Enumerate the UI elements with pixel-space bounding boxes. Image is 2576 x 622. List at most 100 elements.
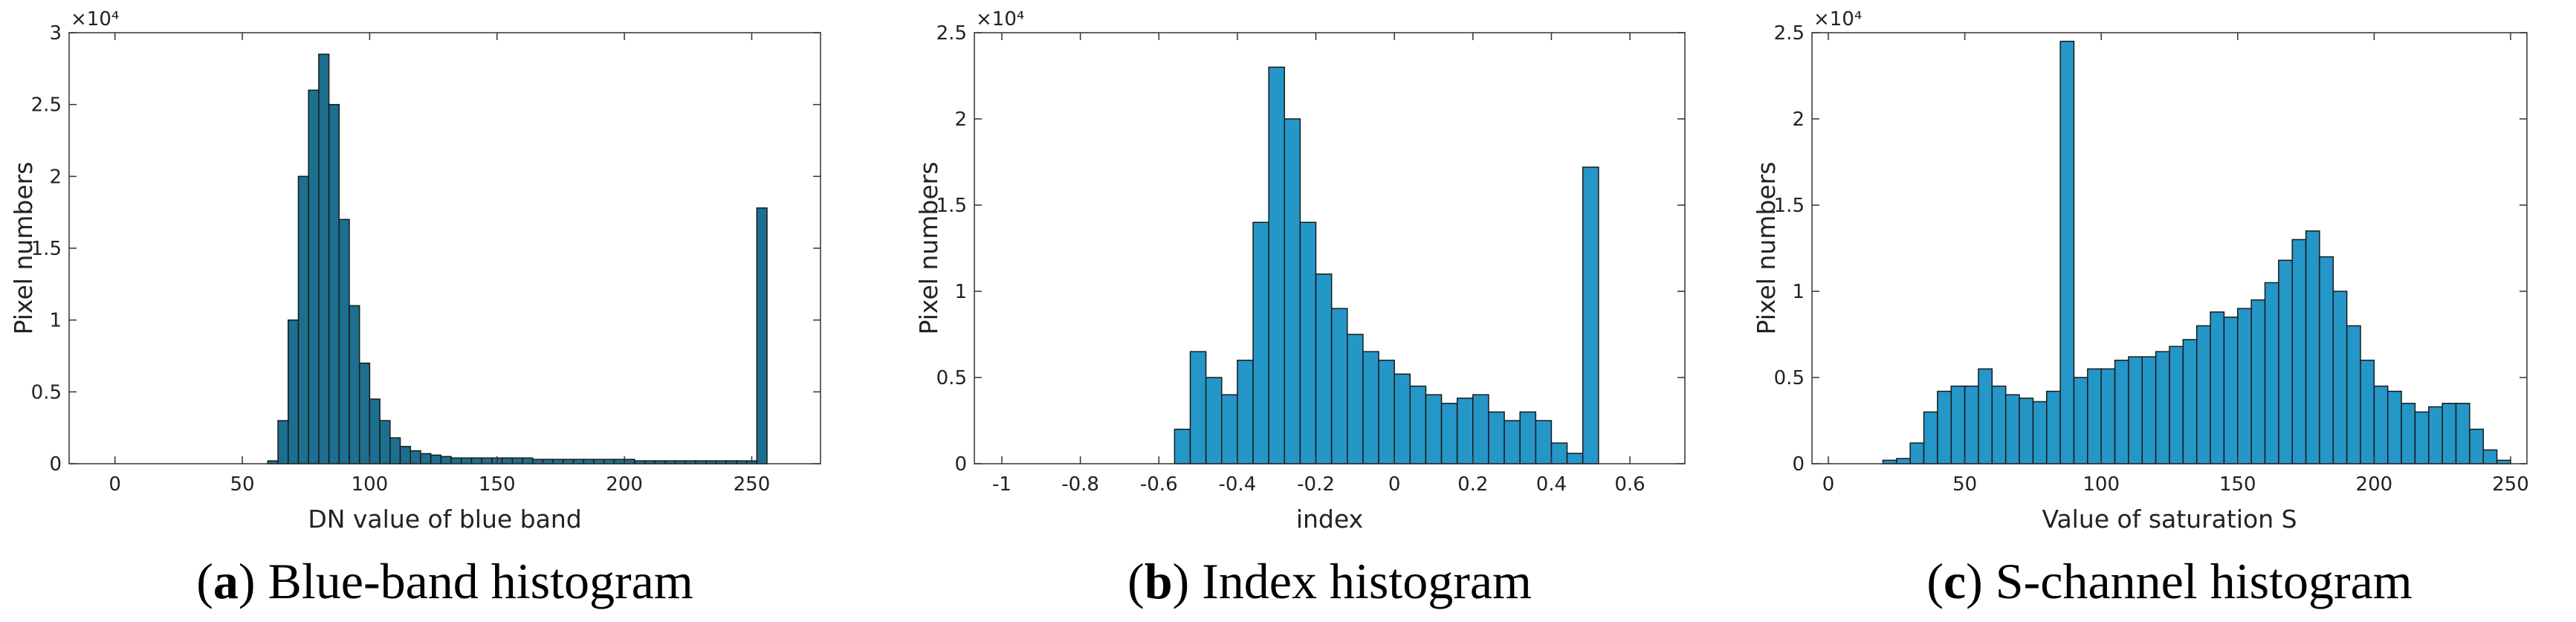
- bar: [1964, 385, 1979, 464]
- caption-label: c: [1944, 553, 1966, 609]
- bar: [1174, 428, 1191, 464]
- x-tick-label: 100: [352, 473, 389, 496]
- bar: [563, 459, 575, 464]
- bar: [1315, 273, 1333, 464]
- x-axis-label: index: [1296, 505, 1363, 534]
- bar: [2278, 259, 2293, 464]
- bar: [542, 459, 554, 464]
- y-tick-label: 0: [49, 453, 62, 476]
- bar: [2087, 368, 2102, 464]
- bar: [2455, 403, 2470, 464]
- bar: [552, 459, 564, 464]
- y-tick-label: 2: [49, 166, 62, 188]
- bar: [1425, 394, 1443, 464]
- y-tick-label: 0: [1792, 453, 1805, 476]
- y-multiplier: ×10⁴: [1813, 8, 1862, 30]
- bar: [2305, 230, 2320, 464]
- bar: [531, 459, 544, 464]
- bar: [481, 457, 493, 464]
- x-tick-label: 50: [1952, 473, 1977, 496]
- bar: [297, 175, 309, 464]
- caption-open: (: [196, 553, 213, 609]
- bar: [583, 459, 595, 464]
- y-tick-label: 1.5: [31, 238, 62, 260]
- x-tick-label: -0.6: [1140, 473, 1178, 496]
- bar: [2250, 299, 2266, 464]
- bar: [461, 457, 473, 464]
- y-axis-label: Pixel numbers: [1752, 162, 1781, 335]
- y-tick-label: 0.5: [31, 381, 62, 404]
- bar: [379, 420, 391, 464]
- bar: [1378, 360, 1395, 464]
- y-tick-label: 2.5: [31, 94, 62, 117]
- bar: [1221, 394, 1238, 464]
- panel: 0 50 100 150 200 250 0 0.5 1 1.5 2 2.5 ×10⁴ Value of …: [1752, 8, 2529, 609]
- x-tick-label: 0.4: [1536, 473, 1567, 496]
- caption: (b) Index histogram: [1127, 553, 1532, 609]
- x-tick-label: 200: [606, 473, 643, 496]
- bar: [2032, 401, 2048, 464]
- bar: [1205, 377, 1223, 464]
- bar: [2414, 411, 2430, 464]
- y-tick-label: 0.5: [1774, 367, 1805, 389]
- y-axis-label: Pixel numbers: [914, 162, 943, 335]
- y-axis-label: Pixel numbers: [9, 162, 38, 335]
- bar: [1991, 385, 2007, 464]
- bar: [2441, 403, 2457, 464]
- x-tick-label: 0: [109, 473, 121, 496]
- bar: [470, 457, 482, 464]
- bar: [2114, 360, 2129, 464]
- bar: [450, 457, 462, 464]
- x-axis-label: DN value of blue band: [308, 505, 581, 534]
- axes-box: [68, 32, 821, 464]
- y-multiplier: ×10⁴: [71, 8, 119, 30]
- bar: [2019, 398, 2034, 464]
- x-tick-label: 0: [1822, 473, 1835, 496]
- bar: [2182, 339, 2198, 464]
- x-tick-label: 0.2: [1457, 473, 1488, 496]
- bar: [2128, 356, 2143, 464]
- bar: [1550, 442, 1568, 464]
- bar: [501, 457, 514, 464]
- caption: (c) S-channel histogram: [1926, 553, 2412, 609]
- bar: [1330, 308, 1348, 464]
- x-tick-label: -0.8: [1061, 473, 1099, 496]
- panel: 0 50 100 150 200 250 0 0.5 1 1.5 2 2.5 3 ×10⁴ DN value…: [9, 8, 821, 609]
- bar: [358, 362, 371, 464]
- y-tick-label: 2.5: [936, 22, 967, 45]
- y-tick-label: 2: [1792, 108, 1805, 131]
- axes-box: [1811, 32, 2528, 464]
- bar: [399, 446, 411, 464]
- caption-label: a: [213, 553, 239, 609]
- bar: [1284, 118, 1301, 464]
- bar: [1440, 403, 1458, 464]
- x-tick-label: 150: [2219, 473, 2256, 496]
- bar: [1566, 453, 1584, 464]
- bar: [1582, 166, 1599, 464]
- bar: [2223, 317, 2239, 464]
- x-tick-label: -0.2: [1297, 473, 1335, 496]
- bar: [2169, 346, 2184, 464]
- bar: [1252, 221, 1269, 464]
- bar: [430, 454, 442, 464]
- bar: [1950, 385, 1966, 464]
- y-tick-label: 2: [954, 108, 967, 131]
- x-tick-label: 200: [2356, 473, 2393, 496]
- bar: [440, 456, 452, 464]
- bar: [2155, 351, 2170, 464]
- x-tick-label: -0.4: [1219, 473, 1257, 496]
- x-tick-label: 0: [1388, 473, 1401, 496]
- bar: [1299, 221, 1317, 464]
- x-tick-label: 250: [734, 473, 771, 496]
- bar: [1362, 351, 1379, 464]
- caption-text: ) Blue-band histogram: [239, 553, 693, 609]
- bar: [2319, 256, 2334, 464]
- x-tick-label: 100: [2083, 473, 2120, 496]
- bar: [287, 319, 300, 464]
- bar: [624, 459, 635, 464]
- bar: [1923, 411, 1938, 464]
- bar: [328, 103, 340, 464]
- bar: [369, 398, 381, 464]
- bar: [420, 453, 432, 464]
- bar: [2073, 377, 2088, 464]
